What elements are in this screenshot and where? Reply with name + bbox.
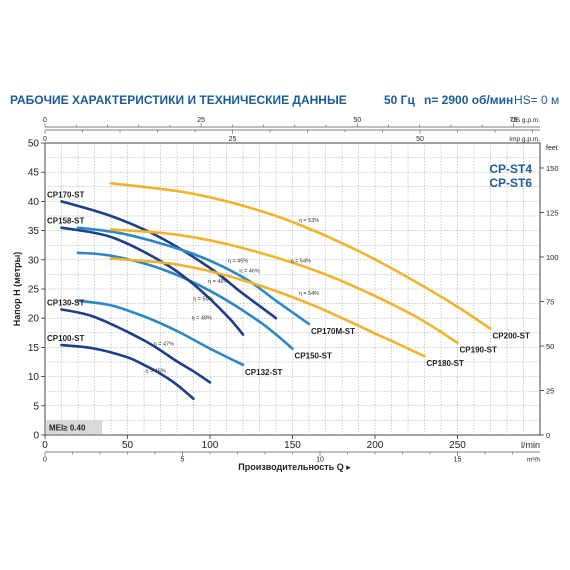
series-label-cp100-st: CP100-ST <box>47 334 84 343</box>
y-tick-label: 30 <box>28 255 40 266</box>
chart-header: РАБОЧИЕ ХАРАКТЕРИСТИКИ И ТЕХНИЧЕСКИЕ ДАН… <box>0 0 570 110</box>
series-line-cp130-st <box>60 308 212 384</box>
efficiency-label: η = 45% <box>228 259 248 265</box>
x-tick-label: 100 <box>202 440 219 451</box>
y-tick-label: 10 <box>28 372 40 383</box>
y-tick-label: 5 <box>33 401 39 412</box>
y-tick-label: 25 <box>28 285 40 296</box>
chart-title-line: CP-ST4 <box>489 162 532 176</box>
efficiency-label: η = 46% <box>239 269 259 275</box>
y-tick-label: 50 <box>28 139 40 150</box>
efficiency-label: η = 45% <box>145 369 165 375</box>
x-tick-label: 50 <box>122 440 134 451</box>
impgpm-tick-label: 50 <box>416 136 424 143</box>
x-tick-label: 200 <box>367 440 384 451</box>
suction-height-label: HS= 0 м <box>514 93 560 107</box>
series-label-cp170-st: CP170-ST <box>47 190 84 199</box>
series-label-cp170m-st: CP170M-ST <box>311 327 355 336</box>
series-line-cp190-st <box>109 228 459 344</box>
m3h-tick-label: 10 <box>316 457 324 464</box>
feet-tick-label: 0 <box>546 431 550 440</box>
efficiency-label: η = 46% <box>208 279 228 285</box>
y-tick-label: 45 <box>28 168 40 179</box>
usgpm-tick-label: 50 <box>353 117 361 124</box>
x-tick-label: 0 <box>42 440 48 451</box>
series-label-cp158-st: CP158-ST <box>47 217 84 226</box>
efficiency-label: η = 48% <box>192 315 212 321</box>
feet-unit-label: feet <box>546 145 558 152</box>
efficiency-label: η = 50% <box>193 297 213 303</box>
page-title: РАБОЧИЕ ХАРАКТЕРИСТИКИ И ТЕХНИЧЕСКИЕ ДАН… <box>10 93 347 107</box>
feet-tick-label: 75 <box>546 297 554 306</box>
y-tick-label: 20 <box>28 314 40 325</box>
mei-label: MEI≥ 0.40 <box>49 424 86 433</box>
m3h-unit-label: m³/h <box>527 457 540 464</box>
series-label-cp150-st: CP150-ST <box>295 352 332 361</box>
feet-tick-label: 100 <box>546 253 559 262</box>
series-label-cp190-st: CP190-ST <box>460 346 497 355</box>
series-label-cp132-st: CP132-ST <box>245 368 282 377</box>
series-line-cp200-st <box>109 182 492 330</box>
efficiency-label: η = 47% <box>154 342 174 348</box>
m3h-tick-label: 15 <box>454 457 462 464</box>
x-tick-label: 150 <box>284 440 301 451</box>
m3h-tick-label: 5 <box>181 457 185 464</box>
speed-label: n= 2900 об/мин <box>424 93 514 107</box>
y-tick-label: 0 <box>33 431 39 442</box>
feet-tick-label: 150 <box>546 164 559 173</box>
efficiency-label: η = 54% <box>291 259 311 265</box>
series-line-cp180-st <box>109 257 426 358</box>
y-tick-label: 35 <box>28 226 40 237</box>
series-line-cp170m-st <box>76 226 311 326</box>
usgpm-unit-label: US g.p.m. <box>511 117 540 124</box>
x-tick-label: 250 <box>449 440 466 451</box>
y-tick-label: 15 <box>28 343 40 354</box>
series-line-cp158-st <box>60 226 245 336</box>
impgpm-tick-label: 25 <box>229 136 237 143</box>
impgpm-unit-label: Imp g.p.m. <box>509 136 540 143</box>
usgpm-tick-label: 0 <box>43 117 47 124</box>
y-axis-title: Напор H (метры) <box>12 252 22 327</box>
efficiency-label: η = 54% <box>299 291 319 297</box>
x-unit-label: l/min <box>521 440 540 450</box>
x-axis-title: Производительность Q ▸ <box>238 462 351 472</box>
series-line-cp100-st <box>60 343 195 401</box>
frequency-label: 50 Гц <box>384 93 415 107</box>
y-tick-label: 40 <box>28 197 40 208</box>
feet-tick-label: 50 <box>546 342 554 351</box>
feet-tick-label: 25 <box>546 386 554 395</box>
usgpm-tick-label: 75 <box>509 117 517 124</box>
series-label-cp200-st: CP200-ST <box>493 332 530 341</box>
feet-tick-label: 125 <box>546 208 559 217</box>
efficiency-label: η = 53% <box>299 218 319 224</box>
impgpm-tick-label: 0 <box>43 136 47 143</box>
chart-title-line: CP-ST6 <box>489 176 532 190</box>
series-label-cp180-st: CP180-ST <box>427 359 464 368</box>
mei-badge <box>46 420 102 434</box>
usgpm-tick-label: 25 <box>197 117 205 124</box>
series-line-cp132-st <box>76 299 245 367</box>
series-label-cp130-st: CP130-ST <box>47 298 84 307</box>
m3h-tick-label: 0 <box>43 457 47 464</box>
